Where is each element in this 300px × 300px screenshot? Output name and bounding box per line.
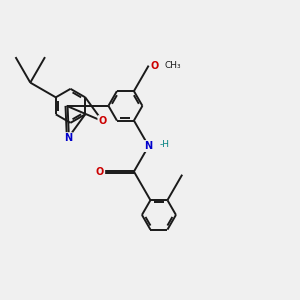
Text: N: N xyxy=(64,133,72,143)
Text: O: O xyxy=(98,116,107,126)
Text: O: O xyxy=(151,61,159,70)
Text: CH₃: CH₃ xyxy=(165,61,182,70)
Text: -H: -H xyxy=(160,140,170,149)
Text: N: N xyxy=(145,141,153,151)
Text: O: O xyxy=(96,167,104,177)
